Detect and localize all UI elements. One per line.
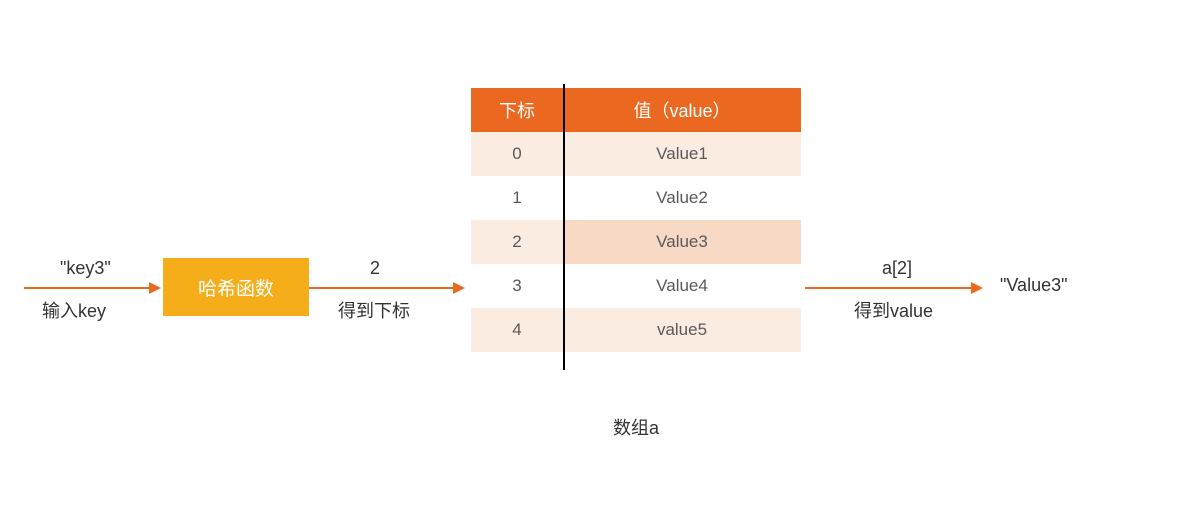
output-access-text: a[2] xyxy=(882,258,912,279)
cell-value: Value4 xyxy=(563,264,801,308)
table-caption: 数组a xyxy=(613,414,659,440)
cell-value: value5 xyxy=(563,308,801,352)
arrow-hash-output-head xyxy=(453,282,465,294)
hash-function-label: 哈希函数 xyxy=(198,274,274,301)
arrow-input-head xyxy=(149,282,161,294)
array-table: 下标 值（value） 0 Value1 1 Value2 2 Value3 3… xyxy=(471,88,801,352)
hash-output-label: 得到下标 xyxy=(338,297,410,323)
cell-value: Value2 xyxy=(563,176,801,220)
cell-value: Value3 xyxy=(563,220,801,264)
output-access-label: 得到value xyxy=(854,297,933,323)
table-row: 1 Value2 xyxy=(471,176,801,220)
input-key-text: "key3" xyxy=(60,258,111,279)
arrow-output-head xyxy=(971,282,983,294)
arrow-hash-output xyxy=(309,287,455,289)
table-row: 4 value5 xyxy=(471,308,801,352)
table-row: 0 Value1 xyxy=(471,132,801,176)
arrow-input xyxy=(24,287,151,289)
hash-function-box: 哈希函数 xyxy=(163,258,309,316)
hash-output-text: 2 xyxy=(370,258,380,279)
output-result-text: "Value3" xyxy=(1000,275,1068,296)
cell-index: 2 xyxy=(471,220,563,264)
header-value: 值（value） xyxy=(563,88,801,132)
header-index: 下标 xyxy=(471,88,563,132)
arrow-output xyxy=(805,287,973,289)
table-row: 3 Value4 xyxy=(471,264,801,308)
table-column-divider xyxy=(563,84,565,370)
input-key-label: 输入key xyxy=(42,297,106,323)
cell-index: 0 xyxy=(471,132,563,176)
cell-index: 4 xyxy=(471,308,563,352)
cell-value: Value1 xyxy=(563,132,801,176)
table-row-highlight: 2 Value3 xyxy=(471,220,801,264)
cell-index: 1 xyxy=(471,176,563,220)
table-header-row: 下标 值（value） xyxy=(471,88,801,132)
cell-index: 3 xyxy=(471,264,563,308)
